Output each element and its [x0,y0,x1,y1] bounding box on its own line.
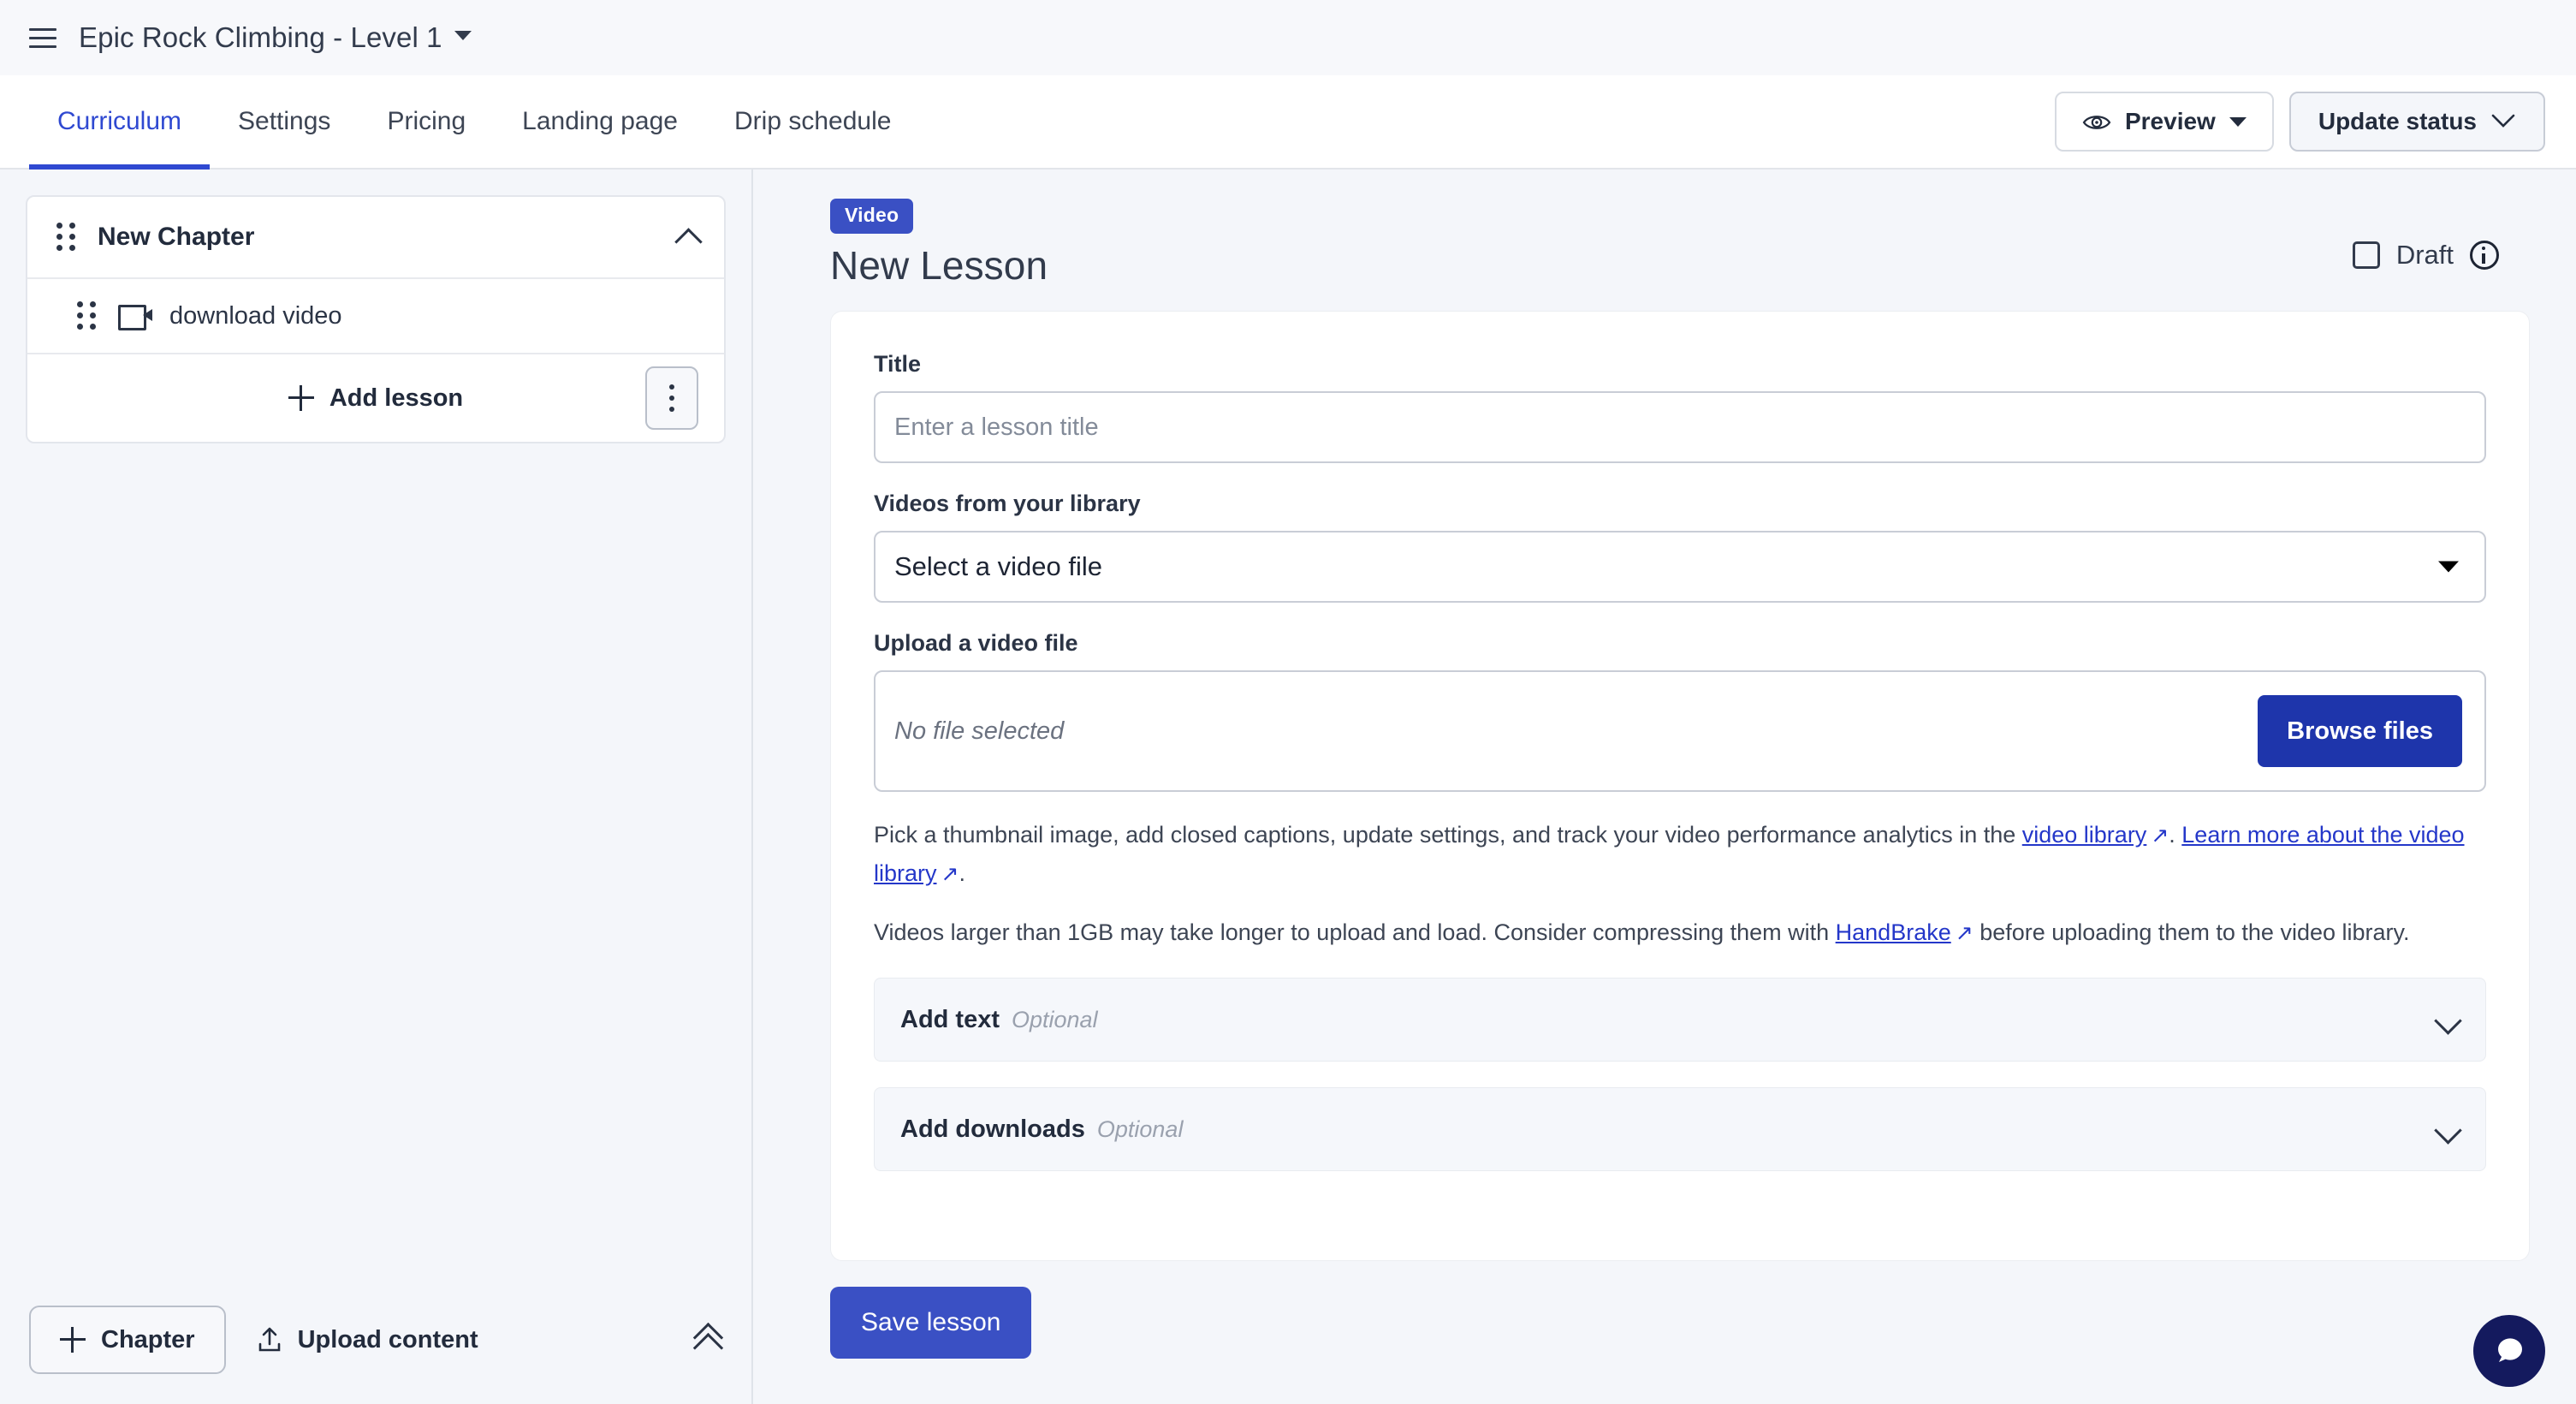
info-icon[interactable] [2470,241,2499,270]
plus-icon [60,1327,86,1353]
add-text-label: Add text [900,1005,1000,1033]
video-camera-icon [118,305,152,330]
drag-handle-icon[interactable] [77,301,96,330]
tab-list: Curriculum Settings Pricing Landing page… [0,75,919,170]
upload-icon [257,1325,282,1354]
title-field-group: Title [874,351,2486,463]
more-vertical-icon[interactable] [645,366,698,430]
title-label: Title [874,351,922,377]
lesson-header: Video New Lesson Draft [830,199,2530,289]
video-library-link[interactable]: video library [2022,822,2169,848]
upload-content-button[interactable]: Upload content [257,1325,478,1354]
chapter-header[interactable]: New Chapter [27,197,724,277]
chevrons-up-icon[interactable] [693,1325,722,1354]
lesson-form-card: Title Videos from your library Select a … [830,311,2530,1261]
body-layout: New Chapter download video Add lesson [0,170,2576,1404]
status-badge: Video [830,199,914,234]
help-p2-part-b: before uploading them to the video libra… [1973,919,2410,945]
save-lesson-button[interactable]: Save lesson [830,1287,1032,1359]
lesson-heading-group: Video New Lesson [830,199,1048,289]
sidebar-footer: Chapter Upload content [0,1276,751,1404]
handbrake-link[interactable]: HandBrake [1836,919,1974,945]
tab-curriculum[interactable]: Curriculum [29,75,211,170]
add-lesson-label: Add lesson [329,384,464,412]
course-title-dropdown[interactable]: Epic Rock Climbing - Level 1 [79,21,472,54]
add-downloads-accordion[interactable]: Add downloads Optional [874,1087,2486,1171]
file-upload-box[interactable]: No file selected Browse files [874,670,2486,792]
lesson-name: download video [169,301,342,330]
chevron-down-icon [2436,1011,2460,1028]
save-row: Save lesson [830,1287,2530,1359]
add-chapter-button[interactable]: Chapter [29,1306,226,1374]
hamburger-line [29,36,56,39]
curriculum-list: New Chapter download video Add lesson [0,170,751,1276]
plus-icon [288,385,314,411]
hamburger-line [29,45,56,48]
draft-checkbox[interactable] [2352,241,2380,269]
drag-handle-icon[interactable] [56,223,75,252]
add-chapter-label: Chapter [101,1325,195,1353]
list-item[interactable]: download video [27,277,724,353]
add-lesson-button[interactable]: Add lesson [288,384,463,413]
lesson-title: New Lesson [830,243,1048,288]
video-library-select-wrap: Select a video file [874,531,2486,603]
video-library-select[interactable]: Select a video file [874,531,2486,603]
add-text-optional: Optional [1012,1006,1098,1032]
tab-drip-schedule[interactable]: Drip schedule [734,107,892,135]
top-bar: Epic Rock Climbing - Level 1 [0,0,2576,75]
page-title: Epic Rock Climbing - Level 1 [79,21,442,53]
hamburger-icon[interactable] [29,22,60,53]
eye-icon [2082,111,2111,132]
chevron-up-icon[interactable] [676,225,700,249]
chevron-down-icon [2490,108,2516,135]
add-lesson-row: Add lesson [27,353,724,442]
video-library-help-text: Pick a thumbnail image, add closed capti… [874,816,2486,893]
curriculum-sidebar: New Chapter download video Add lesson [0,170,753,1404]
upload-content-label: Upload content [297,1325,478,1353]
add-downloads-optional: Optional [1096,1115,1184,1142]
hamburger-line [29,27,56,31]
title-input[interactable] [874,391,2486,463]
upload-field-group: Upload a video file No file selected Bro… [874,630,2486,792]
video-size-help-text: Videos larger than 1GB may take longer t… [874,913,2486,952]
tab-landing-page[interactable]: Landing page [522,107,678,135]
tab-bar: Curriculum Settings Pricing Landing page… [0,75,2576,170]
chat-bubble-icon[interactable] [2473,1315,2545,1387]
caret-down-icon [454,30,472,40]
video-library-label: Videos from your library [874,491,1141,516]
add-text-accordion[interactable]: Add text Optional [874,978,2486,1062]
preview-label: Preview [2124,108,2216,134]
browse-files-button[interactable]: Browse files [2258,695,2462,767]
help-p2-part-a: Videos larger than 1GB may take longer t… [874,919,1836,945]
upload-label: Upload a video file [874,630,1078,656]
help-p1-part-b: . [2169,822,2182,848]
chapter-card: New Chapter download video Add lesson [26,195,726,443]
chevron-down-icon [2436,1121,2460,1138]
tab-settings[interactable]: Settings [238,107,331,135]
help-p1-part-a: Pick a thumbnail image, add closed capti… [874,822,2022,848]
top-actions: Preview Update status [2054,75,2547,168]
video-library-field-group: Videos from your library Select a video … [874,491,2486,603]
preview-button[interactable]: Preview [2054,92,2274,152]
draft-label: Draft [2395,240,2454,270]
no-file-text: No file selected [894,717,1065,745]
caret-down-icon [2229,116,2247,127]
add-downloads-label: Add downloads [900,1115,1085,1143]
tab-pricing[interactable]: Pricing [387,107,466,135]
update-status-label: Update status [2318,108,2477,134]
draft-toggle-group: Draft [2352,240,2530,271]
lesson-editor: Video New Lesson Draft Title Videos from… [753,170,2576,1404]
learn-more-video-library-link[interactable]: Learn more about the video library [874,822,2465,886]
chapter-name: New Chapter [98,223,255,251]
update-status-button[interactable]: Update status [2288,92,2545,152]
help-p1-part-c: . [959,860,965,886]
